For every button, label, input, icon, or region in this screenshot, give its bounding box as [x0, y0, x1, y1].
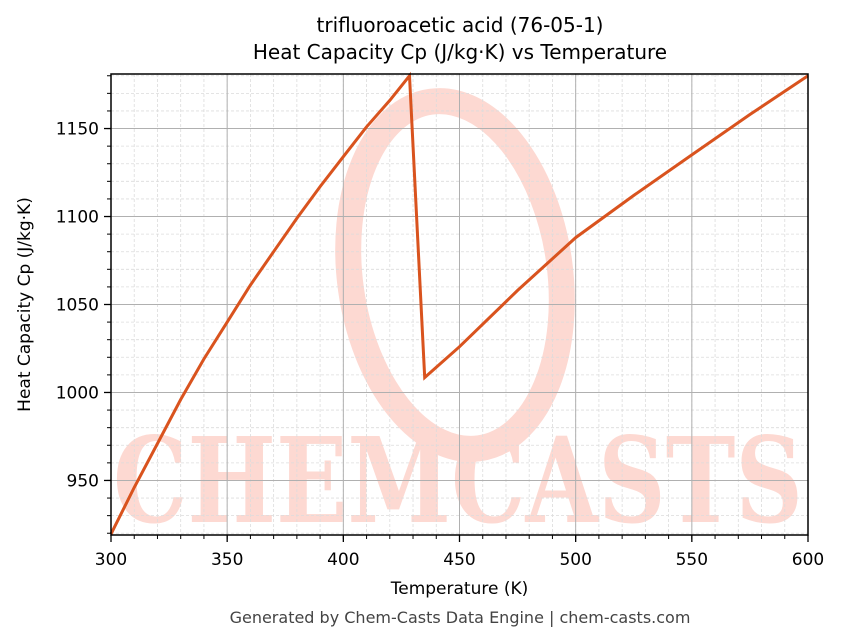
- chart-title-property: Heat Capacity Cp (J/kg·K) vs Temperature: [252, 40, 668, 64]
- x-axis-ticks: 300 350 400 450 500 550 600: [95, 535, 824, 570]
- y-tick-label: 950: [67, 471, 99, 491]
- y-tick-label: 1000: [56, 383, 99, 403]
- x-tick-label: 500: [559, 550, 591, 570]
- data-series-line: [109, 71, 809, 535]
- x-tick-label: 450: [443, 550, 475, 570]
- x-tick-label: 350: [211, 550, 243, 570]
- x-axis-label: Temperature (K): [390, 579, 529, 599]
- x-tick-label: 400: [327, 550, 359, 570]
- chart-title-compound: trifluoroacetic acid (76-05-1): [316, 13, 604, 37]
- x-tick-label: 550: [676, 550, 708, 570]
- y-tick-label: 1050: [56, 296, 99, 316]
- y-axis-ticks: 950 1000 1050 1100 1150: [56, 75, 111, 534]
- y-tick-label: 1100: [56, 208, 99, 228]
- x-tick-label: 300: [95, 550, 127, 570]
- y-axis-label: Heat Capacity Cp (J/kg·K): [15, 197, 35, 412]
- x-tick-label: 600: [792, 550, 824, 570]
- y-tick-label: 1150: [56, 120, 99, 140]
- cp-line: [109, 71, 809, 535]
- watermark-swirl-icon: [335, 88, 575, 462]
- footer-credit: Generated by Chem-Casts Data Engine | ch…: [229, 608, 691, 627]
